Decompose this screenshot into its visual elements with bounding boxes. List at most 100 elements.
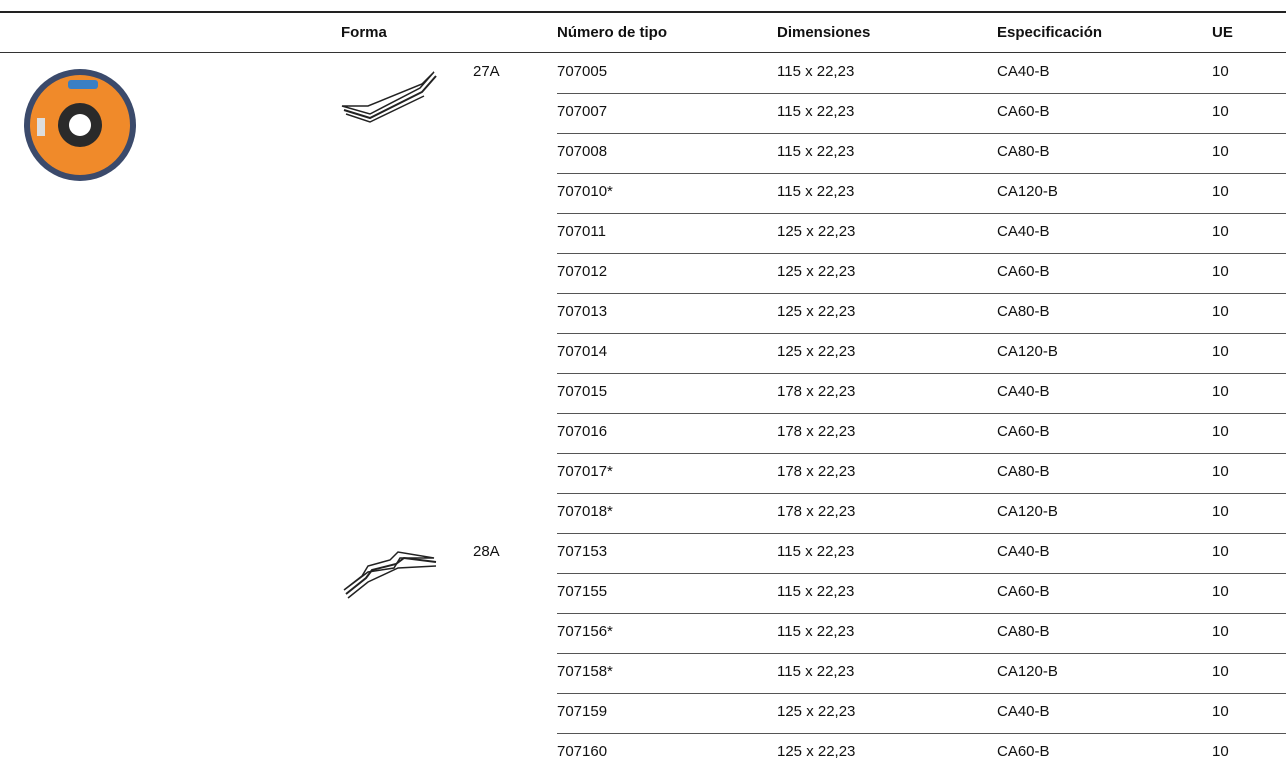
type-number: 707018* bbox=[557, 503, 613, 520]
row-divider bbox=[557, 413, 1286, 414]
type-number: 707155 bbox=[557, 583, 608, 600]
type-number: 707017* bbox=[557, 463, 613, 480]
row-divider bbox=[557, 213, 1286, 214]
header-especificacion: Especificación bbox=[997, 24, 1103, 41]
type-number: 707159 bbox=[557, 703, 608, 720]
dimensions: 115 x 22,23 bbox=[777, 583, 855, 600]
ue: 10 bbox=[1212, 663, 1229, 680]
dimensions: 178 x 22,23 bbox=[777, 423, 856, 440]
ue: 10 bbox=[1212, 223, 1229, 240]
type-number: 707015 bbox=[557, 383, 608, 400]
type-number: 707158* bbox=[557, 663, 613, 680]
row-divider bbox=[557, 613, 1286, 614]
specification: CA60-B bbox=[997, 103, 1050, 120]
specification: CA120-B bbox=[997, 503, 1058, 520]
dimensions: 115 x 22,23 bbox=[777, 143, 855, 160]
type-number: 707153 bbox=[557, 543, 608, 560]
specification: CA120-B bbox=[997, 663, 1058, 680]
type-number: 707007 bbox=[557, 103, 608, 120]
dimensions: 115 x 22,23 bbox=[777, 543, 855, 560]
row-divider bbox=[557, 93, 1286, 94]
shape-code: 28A bbox=[473, 543, 500, 560]
shape-28a-drawing bbox=[343, 551, 437, 599]
dimensions: 125 x 22,23 bbox=[777, 343, 856, 360]
product-image bbox=[24, 69, 136, 181]
specification: CA40-B bbox=[997, 703, 1050, 720]
header-ue: UE bbox=[1212, 24, 1233, 41]
specification: CA80-B bbox=[997, 143, 1050, 160]
row-divider bbox=[557, 293, 1286, 294]
type-number: 707005 bbox=[557, 63, 608, 80]
dimensions: 115 x 22,23 bbox=[777, 623, 855, 640]
dimensions: 115 x 22,23 bbox=[777, 63, 855, 80]
type-number: 707160 bbox=[557, 743, 608, 760]
type-number: 707012 bbox=[557, 263, 608, 280]
dimensions: 115 x 22,23 bbox=[777, 663, 855, 680]
dimensions: 125 x 22,23 bbox=[777, 703, 856, 720]
header-tipo: Número de tipo bbox=[557, 24, 668, 41]
ue: 10 bbox=[1212, 143, 1229, 160]
dimensions: 125 x 22,23 bbox=[777, 263, 856, 280]
row-divider bbox=[557, 573, 1286, 574]
row-divider bbox=[557, 133, 1286, 134]
specification: CA120-B bbox=[997, 343, 1058, 360]
ue: 10 bbox=[1212, 263, 1229, 280]
specification: CA40-B bbox=[997, 543, 1050, 560]
row-divider bbox=[557, 653, 1286, 654]
specification: CA60-B bbox=[997, 423, 1050, 440]
row-divider bbox=[557, 733, 1286, 734]
header-rule bbox=[0, 52, 1286, 53]
ue: 10 bbox=[1212, 623, 1229, 640]
row-divider bbox=[557, 173, 1286, 174]
specification: CA40-B bbox=[997, 63, 1050, 80]
type-number: 707014 bbox=[557, 343, 608, 360]
type-number: 707008 bbox=[557, 143, 608, 160]
dimensions: 178 x 22,23 bbox=[777, 383, 856, 400]
ue: 10 bbox=[1212, 183, 1229, 200]
dimensions: 115 x 22,23 bbox=[777, 183, 855, 200]
shape-27a-drawing bbox=[341, 71, 437, 123]
top-rule bbox=[0, 11, 1286, 13]
specification: CA80-B bbox=[997, 463, 1050, 480]
type-number: 707010* bbox=[557, 183, 613, 200]
ue: 10 bbox=[1212, 63, 1229, 80]
ue: 10 bbox=[1212, 583, 1229, 600]
ue: 10 bbox=[1212, 103, 1229, 120]
specification: CA40-B bbox=[997, 223, 1050, 240]
ue: 10 bbox=[1212, 703, 1229, 720]
ue: 10 bbox=[1212, 343, 1229, 360]
row-divider bbox=[557, 333, 1286, 334]
ue: 10 bbox=[1212, 503, 1229, 520]
row-divider bbox=[557, 533, 1286, 534]
header-forma: Forma bbox=[341, 24, 387, 41]
row-divider bbox=[557, 453, 1286, 454]
dimensions: 115 x 22,23 bbox=[777, 103, 855, 120]
ue: 10 bbox=[1212, 543, 1229, 560]
ue: 10 bbox=[1212, 303, 1229, 320]
ue: 10 bbox=[1212, 383, 1229, 400]
ue: 10 bbox=[1212, 463, 1229, 480]
header-dimensiones: Dimensiones bbox=[777, 24, 871, 41]
specification: CA80-B bbox=[997, 303, 1050, 320]
type-number: 707011 bbox=[557, 223, 606, 240]
dimensions: 125 x 22,23 bbox=[777, 743, 856, 760]
dimensions: 178 x 22,23 bbox=[777, 463, 856, 480]
ue: 10 bbox=[1212, 743, 1229, 760]
dimensions: 125 x 22,23 bbox=[777, 303, 856, 320]
row-divider bbox=[557, 253, 1286, 254]
specification: CA60-B bbox=[997, 263, 1050, 280]
dimensions: 178 x 22,23 bbox=[777, 503, 856, 520]
dimensions: 125 x 22,23 bbox=[777, 223, 856, 240]
specification: CA80-B bbox=[997, 623, 1050, 640]
specification: CA40-B bbox=[997, 383, 1050, 400]
row-divider bbox=[557, 373, 1286, 374]
row-divider bbox=[557, 693, 1286, 694]
shape-code: 27A bbox=[473, 63, 500, 80]
specification: CA60-B bbox=[997, 583, 1050, 600]
row-divider bbox=[557, 493, 1286, 494]
type-number: 707013 bbox=[557, 303, 608, 320]
type-number: 707156* bbox=[557, 623, 613, 640]
ue: 10 bbox=[1212, 423, 1229, 440]
specification: CA120-B bbox=[997, 183, 1058, 200]
